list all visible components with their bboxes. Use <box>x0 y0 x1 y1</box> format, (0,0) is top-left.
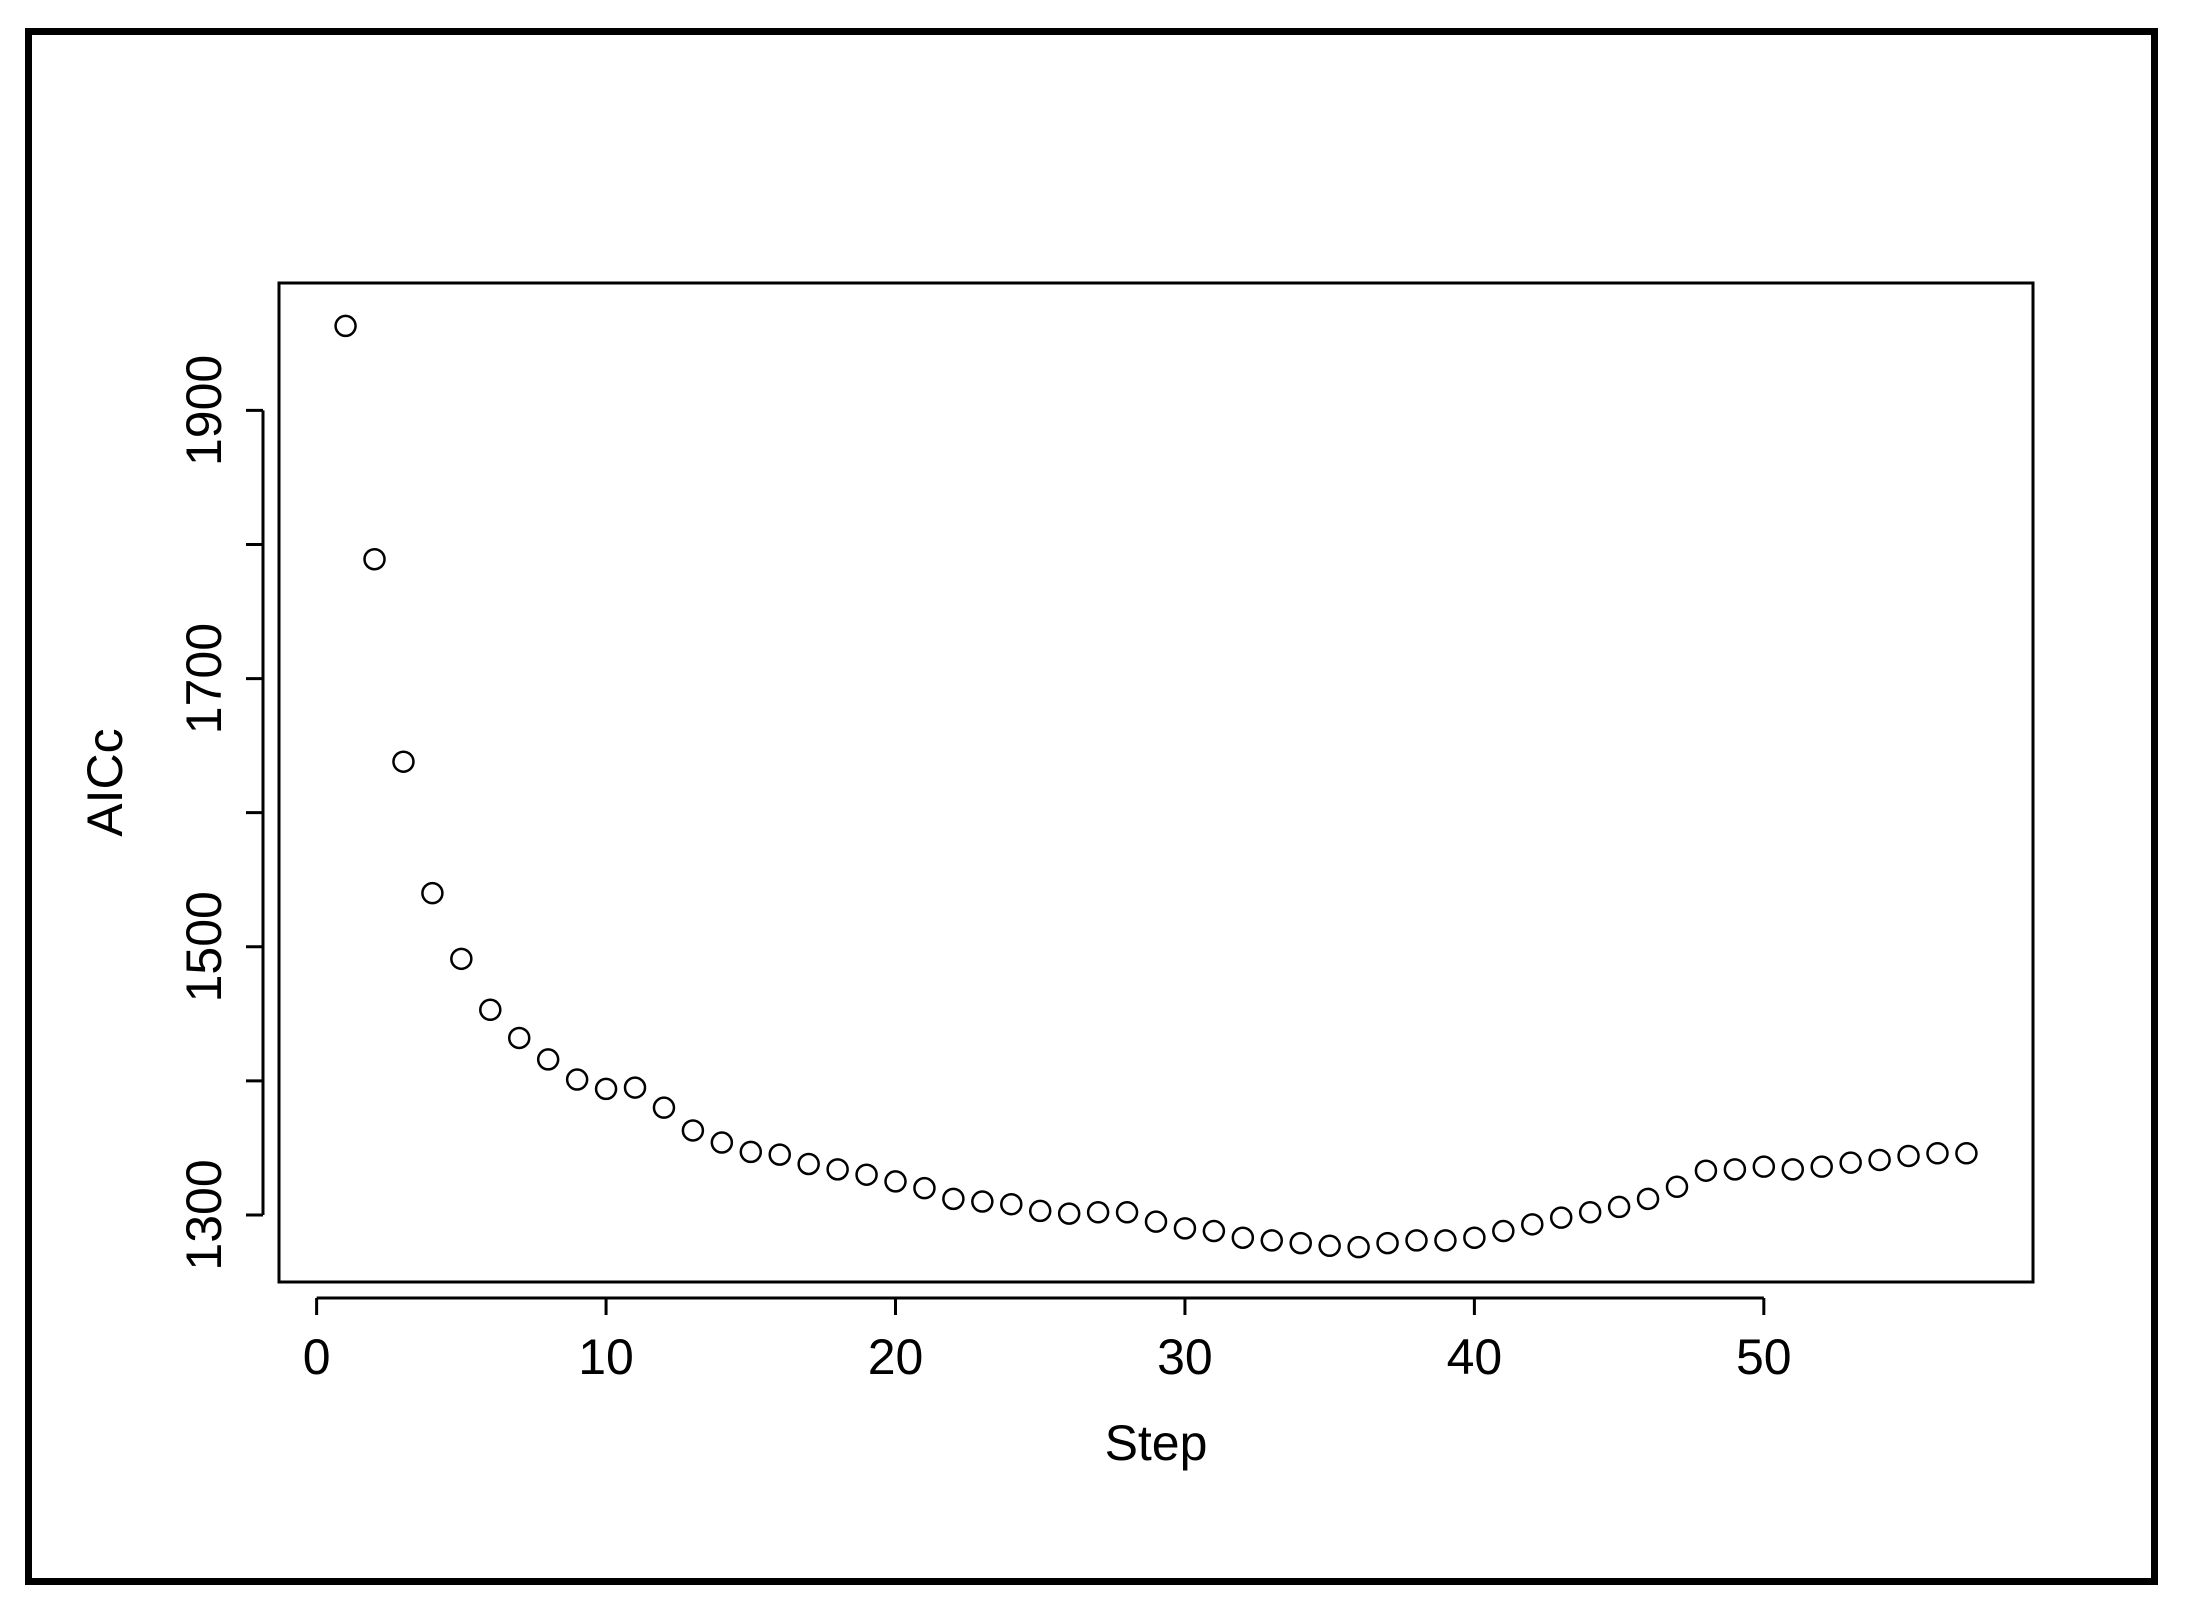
data-points <box>334 314 1978 1259</box>
data-point <box>739 1140 763 1164</box>
data-point <box>1839 1151 1862 1174</box>
data-point <box>1723 1158 1747 1181</box>
data-point <box>913 1176 936 1200</box>
data-point <box>1694 1159 1718 1182</box>
data-point <box>1202 1219 1226 1243</box>
data-point <box>1897 1144 1920 1168</box>
data-point <box>1549 1206 1573 1229</box>
data-point <box>1318 1234 1341 1258</box>
data-point <box>594 1077 618 1101</box>
x-tick-label: 10 <box>578 1329 634 1385</box>
data-point <box>1810 1155 1833 1178</box>
data-point <box>1260 1229 1284 1252</box>
data-point <box>797 1152 820 1176</box>
data-point <box>1028 1199 1052 1223</box>
y-tick-label: 1900 <box>176 355 232 466</box>
data-point <box>363 547 386 571</box>
x-tick-label: 0 <box>303 1329 331 1385</box>
data-point <box>565 1068 589 1091</box>
data-point <box>450 947 473 971</box>
data-point <box>1144 1210 1168 1233</box>
data-point <box>1781 1158 1805 1181</box>
y-tick-label: 1300 <box>176 1159 232 1270</box>
x-tick-label: 40 <box>1447 1329 1503 1385</box>
data-point <box>1578 1201 1602 1224</box>
data-point <box>1492 1219 1515 1243</box>
scatter-chart: 0 10 20 30 40 50 1300 1500 1700 1900 Step AICc <box>77 281 2035 1471</box>
data-point <box>1376 1231 1399 1255</box>
data-point <box>1926 1142 1949 1165</box>
data-point <box>1086 1201 1110 1224</box>
data-point <box>1752 1155 1776 1178</box>
data-point <box>1115 1201 1139 1224</box>
data-point <box>479 998 502 1022</box>
data-point <box>710 1131 734 1154</box>
x-axis: 0 10 20 30 40 50 <box>303 1296 1792 1385</box>
data-point <box>1521 1213 1544 1236</box>
data-point <box>768 1143 791 1166</box>
data-point <box>1463 1226 1486 1249</box>
data-point <box>1289 1231 1312 1255</box>
data-point <box>334 314 357 338</box>
data-point <box>942 1187 965 1211</box>
data-point <box>1665 1175 1689 1199</box>
y-tick-label: 1500 <box>176 891 232 1002</box>
data-point <box>1955 1142 1978 1165</box>
data-point <box>623 1076 647 1099</box>
y-axis: 1300 1500 1700 1900 <box>176 355 265 1271</box>
data-point <box>1000 1192 1023 1216</box>
data-point <box>1434 1229 1457 1252</box>
data-point <box>1057 1202 1081 1225</box>
data-point <box>826 1158 849 1181</box>
data-point <box>1607 1195 1631 1219</box>
data-point <box>1347 1235 1370 1259</box>
data-point <box>652 1096 676 1119</box>
x-tick-label: 30 <box>1157 1329 1213 1385</box>
data-point <box>855 1163 878 1186</box>
data-point <box>507 1026 531 1050</box>
data-point <box>1405 1229 1428 1252</box>
data-point <box>1868 1148 1891 1172</box>
x-axis-title: Step <box>1105 1415 1208 1471</box>
data-point <box>1173 1217 1197 1240</box>
figure-frame: 0 10 20 30 40 50 1300 1500 1700 1900 Step AICc <box>25 28 2158 1585</box>
x-tick-label: 20 <box>868 1329 924 1385</box>
data-point <box>421 881 444 905</box>
plot-area-border <box>277 281 2035 1284</box>
y-axis-title: AICc <box>77 728 133 836</box>
x-tick-label: 50 <box>1736 1329 1792 1385</box>
data-point <box>1636 1187 1660 1211</box>
y-tick-label: 1700 <box>176 623 232 734</box>
data-point <box>681 1119 705 1142</box>
data-point <box>392 750 415 773</box>
data-point <box>536 1048 560 1071</box>
data-point <box>884 1170 907 1193</box>
data-point <box>971 1190 994 1213</box>
data-point <box>1231 1226 1255 1249</box>
